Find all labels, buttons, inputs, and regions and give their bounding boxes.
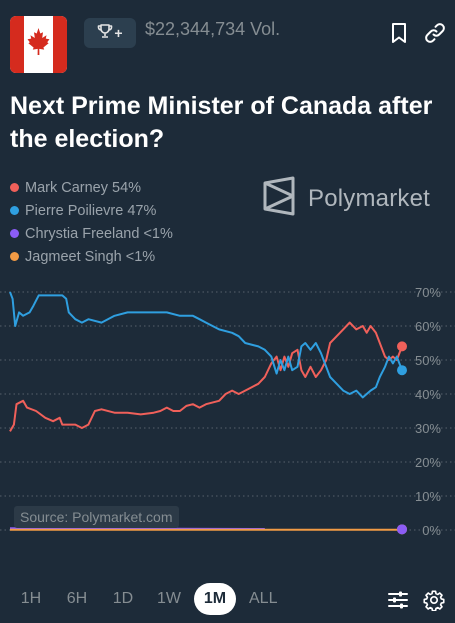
canada-flag-icon [10, 16, 67, 73]
market-header: + $22,344,734 Vol. [10, 14, 445, 76]
legend-label: Jagmeet Singh <1% [25, 248, 156, 265]
price-chart[interactable]: 70%60%50%40%30%20%10%0% Mar 2Mar 9Mar 16… [0, 280, 455, 560]
series-line-mark-carney [9, 321, 403, 432]
series-end-dot-pierre-poilievre [397, 365, 407, 376]
legend-dot [10, 252, 19, 261]
legend-dot [10, 206, 19, 215]
legend-item-singh: Jagmeet Singh <1% [10, 245, 173, 268]
y-tick-label: 30% [415, 421, 441, 436]
polymarket-logo-icon [262, 176, 296, 221]
y-tick-label: 0% [422, 523, 441, 538]
legend-item-freeland: Chrystia Freeland <1% [10, 222, 173, 245]
y-tick-label: 50% [415, 353, 441, 368]
range-button-all[interactable]: ALL [249, 590, 278, 607]
series-end-dot-mark-carney [397, 341, 407, 352]
range-button-1d[interactable]: 1D [112, 590, 134, 607]
y-tick-label: 40% [415, 387, 441, 402]
source-label: Source: Polymarket.com [14, 506, 179, 528]
link-icon[interactable] [422, 20, 448, 46]
legend-item-carney: Mark Carney 54% [10, 176, 173, 199]
polymarket-watermark: Polymarket [262, 176, 430, 221]
legend-label: Pierre Poilievre 47% [25, 202, 157, 219]
series-end-dot-chrystia-freeland [397, 524, 407, 535]
y-tick-label: 10% [415, 489, 441, 504]
plus-icon: + [114, 25, 123, 41]
sliders-icon[interactable] [385, 587, 411, 613]
market-title: Next Prime Minister of Canada after the … [10, 92, 433, 153]
range-button-6h[interactable]: 6H [66, 590, 88, 607]
y-tick-label: 60% [415, 319, 441, 334]
legend-dot [10, 183, 19, 192]
range-button-1m[interactable]: 1M [194, 583, 236, 615]
legend-label: Chrystia Freeland <1% [25, 225, 173, 242]
legend-dot [10, 229, 19, 238]
legend-label: Mark Carney 54% [25, 179, 142, 196]
chart-legend: Mark Carney 54% Pierre Poilievre 47% Chr… [10, 176, 173, 268]
gear-icon[interactable] [421, 587, 447, 613]
y-tick-label: 70% [415, 285, 441, 300]
range-button-1h[interactable]: 1H [20, 590, 42, 607]
time-range-selector: 1H 6H 1D 1W 1M ALL [10, 583, 290, 615]
volume-text: $22,344,734 Vol. [145, 19, 281, 39]
legend-item-poilievre: Pierre Poilievre 47% [10, 199, 173, 222]
trophy-icon [97, 23, 113, 44]
trophy-button[interactable]: + [84, 18, 136, 48]
y-tick-label: 20% [415, 455, 441, 470]
polymarket-wordmark: Polymarket [308, 184, 431, 212]
series-line-pierre-poilievre [9, 291, 403, 399]
bookmark-icon[interactable] [386, 20, 412, 46]
range-button-1w[interactable]: 1W [157, 590, 181, 607]
